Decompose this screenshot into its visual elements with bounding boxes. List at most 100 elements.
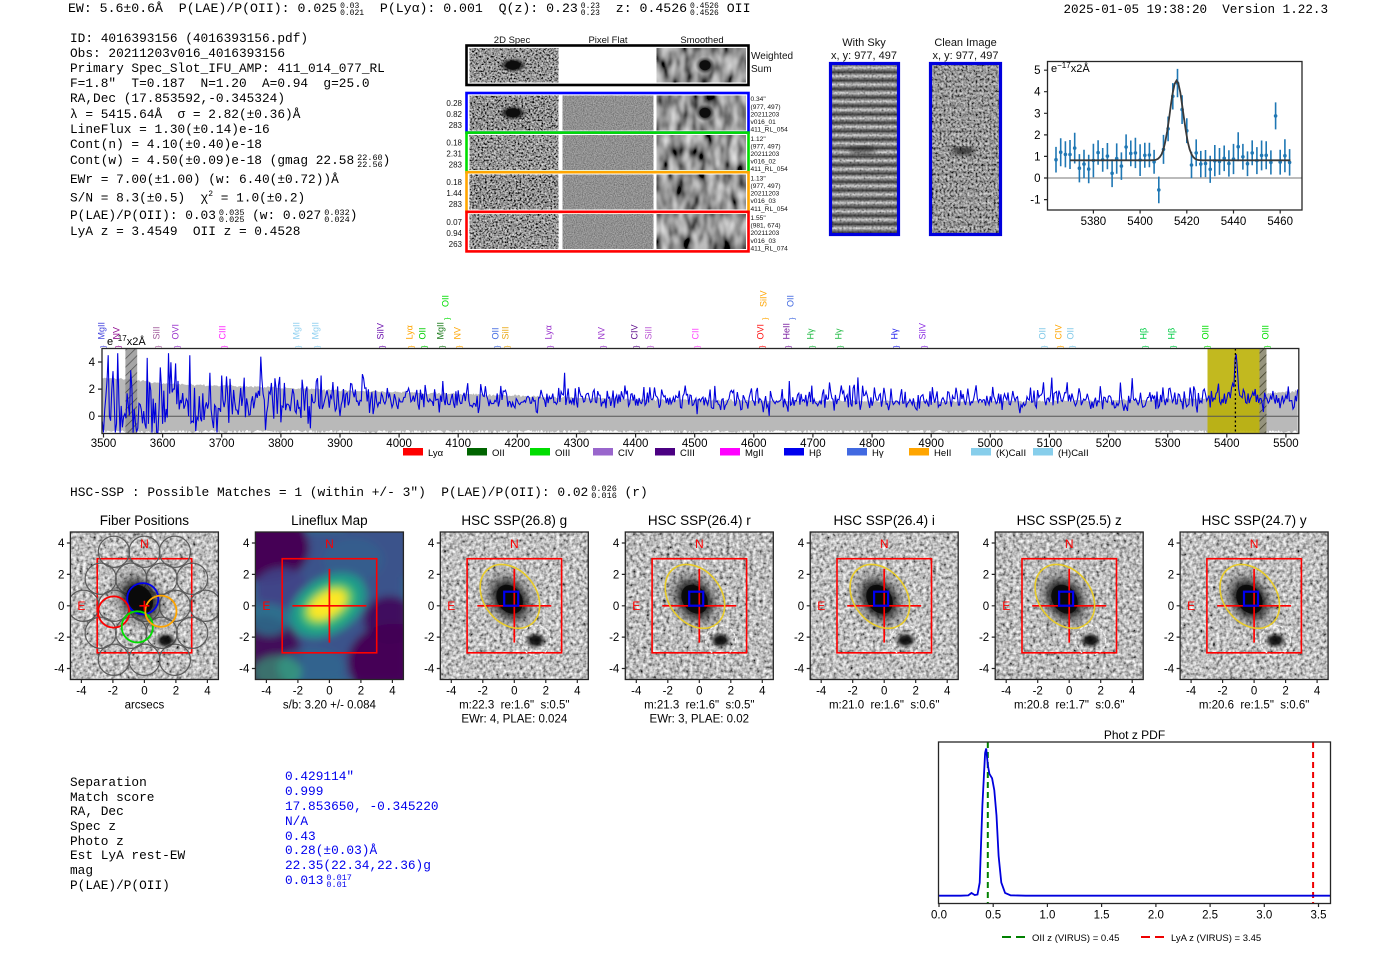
- svg-text:5000: 5000: [978, 438, 1004, 450]
- svg-text:20211203: 20211203: [751, 111, 780, 118]
- svg-text:m:20.8 re:1.7" s:0.6": m:20.8 re:1.7" s:0.6": [1014, 700, 1124, 712]
- svg-text:}: }: [1203, 345, 1212, 348]
- svg-text:}: }: [220, 345, 229, 348]
- svg-text:MgII: MgII: [292, 322, 302, 340]
- svg-text:(K)CaII: (K)CaII: [996, 448, 1026, 459]
- svg-text:283: 283: [449, 121, 463, 130]
- svg-text:1.5: 1.5: [1094, 910, 1110, 922]
- svg-text:3500: 3500: [91, 438, 117, 450]
- svg-text:Hγ: Hγ: [834, 328, 844, 339]
- svg-text:HeII: HeII: [782, 323, 792, 340]
- svg-text:0: 0: [89, 411, 95, 423]
- svg-text:m:22.3 re:1.6" s:0.5": m:22.3 re:1.6" s:0.5": [459, 700, 569, 712]
- svg-text:}: }: [1169, 345, 1178, 348]
- svg-text:EWr: 3, PLAE: 0.02: EWr: 3, PLAE: 0.02: [650, 714, 750, 726]
- svg-text:4900: 4900: [918, 438, 944, 450]
- svg-text:3800: 3800: [268, 438, 294, 450]
- svg-text:0: 0: [58, 601, 64, 613]
- svg-text:(977, 497): (977, 497): [751, 183, 781, 190]
- svg-text:Hβ: Hβ: [1139, 328, 1149, 340]
- svg-text:4: 4: [389, 686, 396, 698]
- svg-text:Hγ: Hγ: [890, 328, 900, 339]
- svg-text:Sum: Sum: [751, 64, 772, 75]
- svg-text:4: 4: [983, 538, 990, 550]
- svg-text:0: 0: [1251, 686, 1257, 698]
- svg-text:Phot z PDF: Phot z PDF: [1104, 728, 1165, 742]
- svg-text:5500: 5500: [1273, 438, 1299, 450]
- svg-text:}: }: [493, 345, 502, 348]
- svg-text:4500: 4500: [682, 438, 708, 450]
- svg-text:m:21.0 re:1.6" s:0.6": m:21.0 re:1.6" s:0.6": [829, 700, 939, 712]
- svg-text:4: 4: [944, 686, 951, 698]
- svg-text:MgII: MgII: [97, 322, 107, 340]
- svg-text:NV: NV: [112, 327, 122, 340]
- svg-text:HeII: HeII: [934, 448, 951, 459]
- svg-text:}: }: [808, 345, 817, 348]
- svg-text:(977, 497): (977, 497): [751, 143, 781, 150]
- svg-text:283: 283: [449, 200, 463, 209]
- svg-text:}: }: [173, 345, 182, 348]
- svg-text:}: }: [154, 345, 163, 348]
- svg-text:MgII: MgII: [745, 448, 763, 459]
- svg-text:}: }: [788, 317, 797, 320]
- svg-text:}: }: [693, 345, 702, 348]
- svg-text:Lyα: Lyα: [428, 448, 444, 459]
- svg-text:N: N: [140, 537, 149, 551]
- svg-text:-4: -4: [446, 686, 457, 698]
- svg-text:0: 0: [1066, 686, 1072, 698]
- svg-text:1.44: 1.44: [446, 189, 462, 198]
- svg-text:v016_03: v016_03: [751, 238, 777, 245]
- svg-text:4: 4: [89, 357, 96, 369]
- svg-text:v016_02: v016_02: [751, 159, 777, 166]
- svg-text:2: 2: [89, 384, 95, 396]
- svg-text:arcsecs: arcsecs: [125, 700, 165, 712]
- svg-text:}: }: [114, 345, 123, 348]
- svg-text:-2: -2: [979, 632, 989, 644]
- svg-text:0.94: 0.94: [446, 229, 462, 238]
- svg-text:-2: -2: [239, 632, 249, 644]
- svg-text:-2: -2: [293, 686, 303, 698]
- svg-text:E: E: [262, 599, 270, 613]
- svg-text:}: }: [758, 345, 767, 348]
- svg-text:0: 0: [983, 601, 989, 613]
- svg-text:3.5: 3.5: [1311, 910, 1327, 922]
- svg-text:HSC SSP(26.4) r: HSC SSP(26.4) r: [648, 513, 751, 528]
- svg-text:2: 2: [983, 569, 989, 581]
- svg-text:-4: -4: [76, 686, 87, 698]
- svg-text:0.18: 0.18: [446, 139, 462, 148]
- svg-text:Smoothed: Smoothed: [680, 35, 723, 46]
- svg-text:4: 4: [1129, 686, 1136, 698]
- svg-text:}: }: [1263, 345, 1272, 348]
- svg-text:}: }: [503, 345, 512, 348]
- svg-text:m:21.3 re:1.6" s:0.5": m:21.3 re:1.6" s:0.5": [644, 700, 754, 712]
- svg-text:}: }: [455, 345, 464, 348]
- svg-text:-1: -1: [1030, 195, 1040, 207]
- svg-text:SiII: SiII: [501, 326, 511, 339]
- svg-text:0.82: 0.82: [446, 110, 462, 119]
- svg-text:}: }: [407, 345, 416, 348]
- svg-text:OIII: OIII: [555, 448, 570, 459]
- svg-text:-2: -2: [1033, 686, 1043, 698]
- svg-text:5460: 5460: [1267, 216, 1293, 228]
- svg-text:OII: OII: [491, 327, 501, 339]
- svg-text:411_RL_074: 411_RL_074: [751, 245, 789, 252]
- svg-text:0: 0: [1168, 601, 1174, 613]
- svg-text:HSC SSP(26.4) i: HSC SSP(26.4) i: [834, 513, 935, 528]
- svg-text:}: }: [313, 345, 322, 348]
- svg-text:0: 0: [243, 601, 249, 613]
- svg-text:20211203: 20211203: [751, 230, 780, 237]
- svg-text:}: }: [920, 345, 929, 348]
- svg-text:4: 4: [243, 538, 250, 550]
- svg-text:E: E: [1187, 599, 1195, 613]
- svg-text:HSC SSP(26.8) g: HSC SSP(26.8) g: [461, 513, 567, 528]
- svg-text:}: }: [378, 345, 387, 348]
- svg-text:5300: 5300: [1155, 438, 1181, 450]
- svg-text:Lineflux Map: Lineflux Map: [291, 513, 368, 528]
- svg-text:5420: 5420: [1174, 216, 1200, 228]
- svg-text:4: 4: [1314, 686, 1321, 698]
- svg-text:N: N: [880, 537, 889, 551]
- svg-text:}: }: [1040, 345, 1049, 348]
- svg-text:263: 263: [449, 240, 463, 249]
- svg-text:0: 0: [881, 686, 887, 698]
- svg-text:E: E: [632, 599, 640, 613]
